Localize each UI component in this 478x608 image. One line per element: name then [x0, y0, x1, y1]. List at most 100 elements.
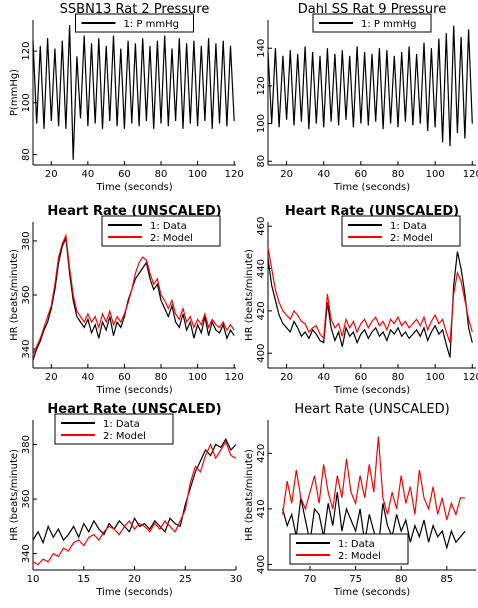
x-tick-label: 120: [463, 372, 478, 383]
y-tick-label: 420: [256, 444, 267, 463]
legend-label: 1: Data: [338, 539, 375, 550]
x-tick-label: 100: [188, 372, 207, 383]
y-tick-label: 120: [256, 76, 267, 95]
y-axis-label: P(mmHg): [9, 69, 20, 116]
panel-title: Heart Rate (UNSCALED): [285, 204, 459, 219]
x-tick-label: 40: [81, 169, 94, 180]
x-tick-label: 40: [81, 372, 94, 383]
data-line: [267, 251, 473, 358]
legend-label: 2: Model: [150, 233, 193, 244]
legend-label: 1: Data: [390, 221, 427, 232]
x-tick-label: 100: [188, 169, 207, 180]
panel: Heart Rate (UNSCALED) 70 75 80 85 400 410 420 Ti…: [244, 402, 476, 598]
y-axis-label: HR (beats/minute): [9, 449, 20, 541]
x-axis-label: Time (seconds): [95, 587, 172, 598]
x-tick-label: 20: [128, 574, 141, 585]
panel: Dahl SS Rat 9 Pressure 20 40 60 80 100 120 80 10…: [256, 2, 478, 193]
legend-label: 2: Model: [338, 551, 381, 562]
x-tick-label: 70: [304, 574, 317, 585]
y-tick-label: 380: [21, 231, 32, 250]
x-axis-label: Time (seconds): [333, 385, 410, 396]
x-tick-label: 30: [230, 574, 243, 585]
panel-title: SSBN13 Rat 2 Pressure: [60, 2, 210, 17]
y-axis-label: HR (beats/minute): [244, 449, 255, 541]
y-axis-label: HR (beats/minute): [9, 249, 20, 341]
panel: Heart Rate (UNSCALED) 20 40 60 80 100 120 400 42…: [244, 204, 478, 396]
legend-label: 1: Data: [103, 419, 140, 430]
legend-label: 2: Model: [390, 233, 433, 244]
x-tick-label: 80: [395, 574, 408, 585]
legend-box: [289, 533, 409, 565]
y-tick-label: 80: [256, 155, 267, 168]
data-line: [32, 437, 237, 545]
x-tick-label: 75: [349, 574, 362, 585]
legend-label: 1: P mmHg: [361, 19, 416, 30]
x-tick-label: 60: [118, 372, 131, 383]
y-tick-label: 440: [256, 259, 267, 278]
data-line: [32, 235, 235, 361]
y-axis-label: HR (beats/minute): [244, 249, 255, 341]
legend-box: [101, 215, 221, 247]
legend-box: [75, 13, 194, 33]
x-tick-label: 60: [354, 169, 367, 180]
x-tick-label: 120: [225, 169, 244, 180]
x-tick-label: 120: [225, 372, 244, 383]
data-line: [32, 440, 237, 566]
y-tick-label: 380: [21, 435, 32, 454]
data-line: [32, 25, 235, 160]
y-tick-label: 340: [21, 340, 32, 359]
legend-label: 1: Data: [150, 221, 187, 232]
x-tick-label: 40: [317, 372, 330, 383]
panel-title: Heart Rate (UNSCALED): [47, 402, 221, 417]
x-tick-label: 80: [392, 372, 405, 383]
y-tick-label: 340: [21, 544, 32, 563]
panel: Heart Rate (UNSCALED) 10 15 20 25 30 340 360 380…: [9, 402, 242, 598]
x-tick-label: 100: [426, 169, 445, 180]
data-line: [282, 492, 466, 551]
legend-box: [54, 413, 174, 445]
y-tick-label: 460: [256, 217, 267, 236]
y-tick-label: 360: [21, 285, 32, 304]
x-tick-label: 120: [463, 169, 478, 180]
data-line: [267, 247, 473, 343]
x-axis-label: Time (seconds): [95, 385, 172, 396]
x-tick-label: 80: [155, 169, 168, 180]
y-tick-label: 120: [21, 42, 32, 61]
x-tick-label: 80: [155, 372, 168, 383]
x-tick-label: 20: [280, 372, 293, 383]
x-tick-label: 20: [45, 169, 58, 180]
legend-label: 1: P mmHg: [124, 19, 179, 30]
panel: Heart Rate (UNSCALED) 20 40 60 80 100 120 340 36…: [9, 204, 244, 396]
panel-title: Heart Rate (UNSCALED): [294, 402, 449, 417]
x-tick-label: 80: [392, 169, 405, 180]
legend-label: 2: Model: [103, 431, 146, 442]
y-tick-label: 410: [256, 499, 267, 518]
x-tick-label: 85: [440, 574, 453, 585]
y-tick-label: 100: [21, 93, 32, 112]
x-axis-label: Time (seconds): [333, 587, 410, 598]
panel-title: Heart Rate (UNSCALED): [47, 204, 221, 219]
legend-box: [341, 215, 461, 247]
data-line: [282, 436, 466, 521]
x-axis-label: Time (seconds): [333, 182, 410, 193]
data-line: [267, 25, 473, 147]
data-line: [32, 233, 235, 355]
x-tick-label: 25: [179, 574, 192, 585]
y-tick-label: 100: [256, 114, 267, 133]
y-tick-label: 360: [21, 490, 32, 509]
panel-title: Dahl SS Rat 9 Pressure: [298, 2, 446, 17]
x-tick-label: 60: [354, 372, 367, 383]
x-tick-label: 15: [77, 574, 90, 585]
x-tick-label: 40: [317, 169, 330, 180]
y-tick-label: 420: [256, 301, 267, 320]
x-tick-label: 10: [27, 574, 40, 585]
legend-box: [312, 13, 432, 33]
x-tick-label: 20: [280, 169, 293, 180]
y-tick-label: 140: [256, 39, 267, 58]
panel: SSBN13 Rat 2 Pressure 20 40 60 80 100 120 80 100…: [9, 2, 244, 193]
x-axis-label: Time (seconds): [95, 182, 172, 193]
y-tick-label: 400: [256, 555, 267, 574]
x-tick-label: 60: [118, 169, 131, 180]
x-tick-label: 100: [426, 372, 445, 383]
